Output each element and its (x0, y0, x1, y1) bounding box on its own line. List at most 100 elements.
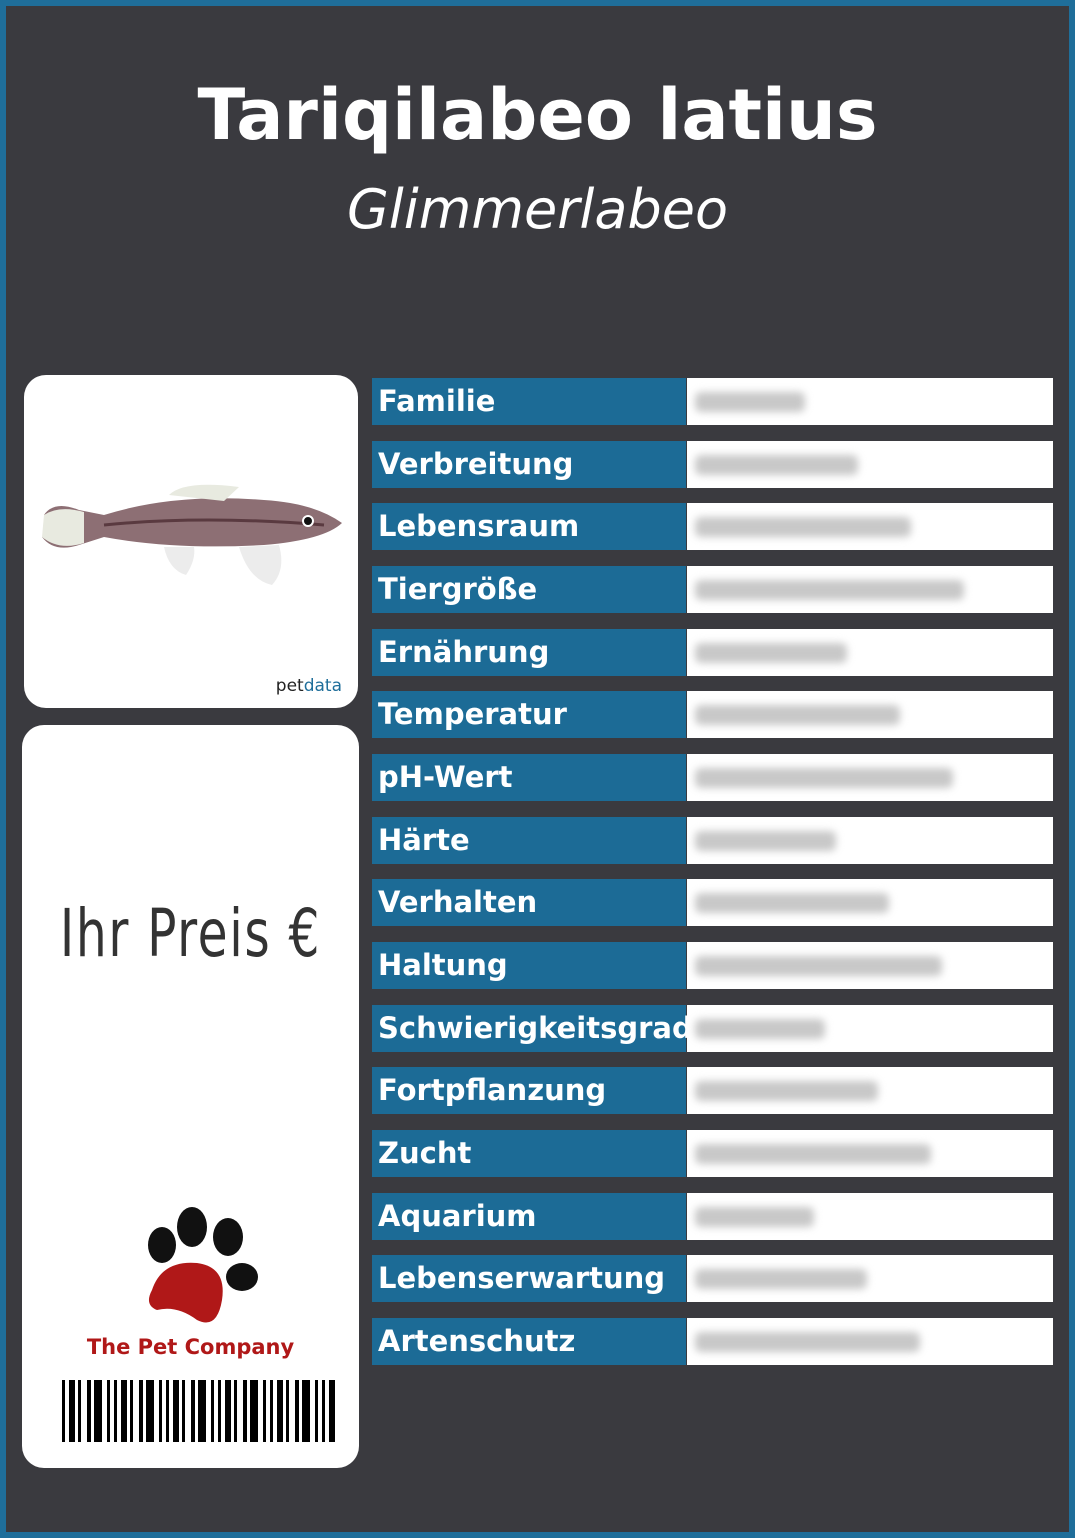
barcode-bar (62, 1380, 65, 1442)
barcode-bar (211, 1380, 214, 1442)
table-row: Verhalten (372, 879, 1053, 927)
blurred-text (695, 956, 942, 977)
blurred-text (695, 517, 911, 538)
table-row: Lebensraum (372, 503, 1053, 551)
blurred-text (695, 705, 900, 726)
barcode-bar (130, 1380, 133, 1442)
row-value-blurred (687, 1130, 1053, 1178)
barcode-bar (286, 1380, 289, 1442)
barcode-bar (315, 1380, 318, 1442)
row-label: Härte (372, 816, 686, 864)
row-value-blurred (687, 440, 1053, 488)
barcode-bar (146, 1380, 154, 1442)
blurred-text (695, 580, 964, 600)
fish-image (42, 484, 342, 585)
blurred-text (695, 1081, 878, 1102)
barcode-bar (234, 1380, 237, 1442)
image-panel: petdata (24, 375, 358, 708)
barcode-bar (322, 1380, 325, 1442)
barcode-bar (78, 1380, 81, 1442)
paw-logo (148, 1207, 258, 1323)
row-label: Zucht (372, 1130, 686, 1178)
row-value-blurred (687, 1318, 1053, 1366)
table-row: Verbreitung (372, 440, 1053, 488)
barcode-bar (121, 1380, 127, 1442)
blurred-text (695, 893, 889, 914)
blurred-text (695, 1269, 867, 1290)
barcode-bar (250, 1380, 258, 1442)
row-value-blurred (687, 628, 1053, 676)
row-label: Schwierigkeitsgrad (372, 1004, 693, 1052)
barcode-bar (159, 1380, 162, 1442)
barcode-bar (198, 1380, 206, 1442)
row-value-blurred (687, 1067, 1053, 1115)
barcode-bar (94, 1380, 102, 1442)
logo-text: The Pet Company (86, 1335, 295, 1359)
price-panel: Ihr Preis € The Pet Company (22, 725, 359, 1468)
row-value-blurred (687, 942, 1053, 990)
blurred-text (695, 1206, 814, 1227)
table-row: Härte (372, 816, 1053, 864)
table-row: Artenschutz (372, 1318, 1053, 1366)
barcode-bar (173, 1380, 179, 1442)
row-label: Fortpflanzung (372, 1067, 686, 1115)
row-value-blurred (687, 378, 1053, 425)
blurred-text (695, 392, 805, 412)
subtitle: Glimmerlabeo (346, 178, 729, 241)
row-label: Lebenserwartung (372, 1255, 686, 1303)
barcode-bar (302, 1380, 310, 1442)
row-label: pH-Wert (372, 754, 686, 802)
barcode-bar (114, 1380, 117, 1442)
table-row: Zucht (372, 1130, 1053, 1178)
row-value-blurred (687, 879, 1053, 927)
table-row: Aquarium (372, 1192, 1053, 1240)
row-label: Aquarium (372, 1192, 686, 1240)
price-label: Ihr Preis € (59, 895, 322, 972)
barcode-bar (225, 1380, 231, 1442)
barcode-bar (218, 1380, 221, 1442)
barcode-bar (277, 1380, 283, 1442)
barcode-bar (191, 1380, 195, 1442)
blurred-text (695, 642, 847, 663)
row-label: Verbreitung (372, 440, 686, 488)
table-row: Haltung (372, 942, 1053, 990)
row-label: Lebensraum (372, 503, 686, 551)
row-value-blurred (687, 754, 1053, 802)
barcode-bar (139, 1380, 143, 1442)
table-row: Familie (372, 378, 1053, 425)
barcode (62, 1380, 335, 1442)
barcode-bar (87, 1380, 91, 1442)
blurred-text (695, 830, 836, 851)
row-label: Tiergröße (372, 566, 686, 613)
row-value-blurred (687, 566, 1053, 613)
credit-part: pet (275, 676, 304, 696)
barcode-bar (243, 1380, 247, 1442)
row-label: Ernährung (372, 628, 686, 676)
blurred-text (695, 1144, 931, 1165)
row-value-blurred (687, 691, 1053, 739)
table-row: Schwierigkeitsgrad (372, 1004, 1053, 1052)
blurred-text (695, 1332, 920, 1353)
row-label: Verhalten (372, 879, 686, 927)
row-label: Familie (372, 378, 686, 425)
table-row: pH-Wert (372, 754, 1053, 802)
table-row: Tiergröße (372, 566, 1053, 613)
blurred-text (695, 768, 953, 789)
row-value-blurred (687, 816, 1053, 864)
barcode-bar (166, 1380, 169, 1442)
barcode-bar (107, 1380, 110, 1442)
table-row: Fortpflanzung (372, 1067, 1053, 1115)
row-value-blurred (687, 503, 1053, 551)
table-row: Temperatur (372, 691, 1053, 739)
credit-part: data (303, 676, 342, 696)
row-label: Artenschutz (372, 1318, 686, 1366)
barcode-bar (270, 1380, 273, 1442)
image-credit: petdata (276, 676, 342, 696)
table-row: Ernährung (372, 628, 1053, 676)
barcode-bar (329, 1380, 335, 1442)
barcode-bar (182, 1380, 185, 1442)
row-value-blurred (687, 1255, 1053, 1303)
barcode-bar (295, 1380, 299, 1442)
